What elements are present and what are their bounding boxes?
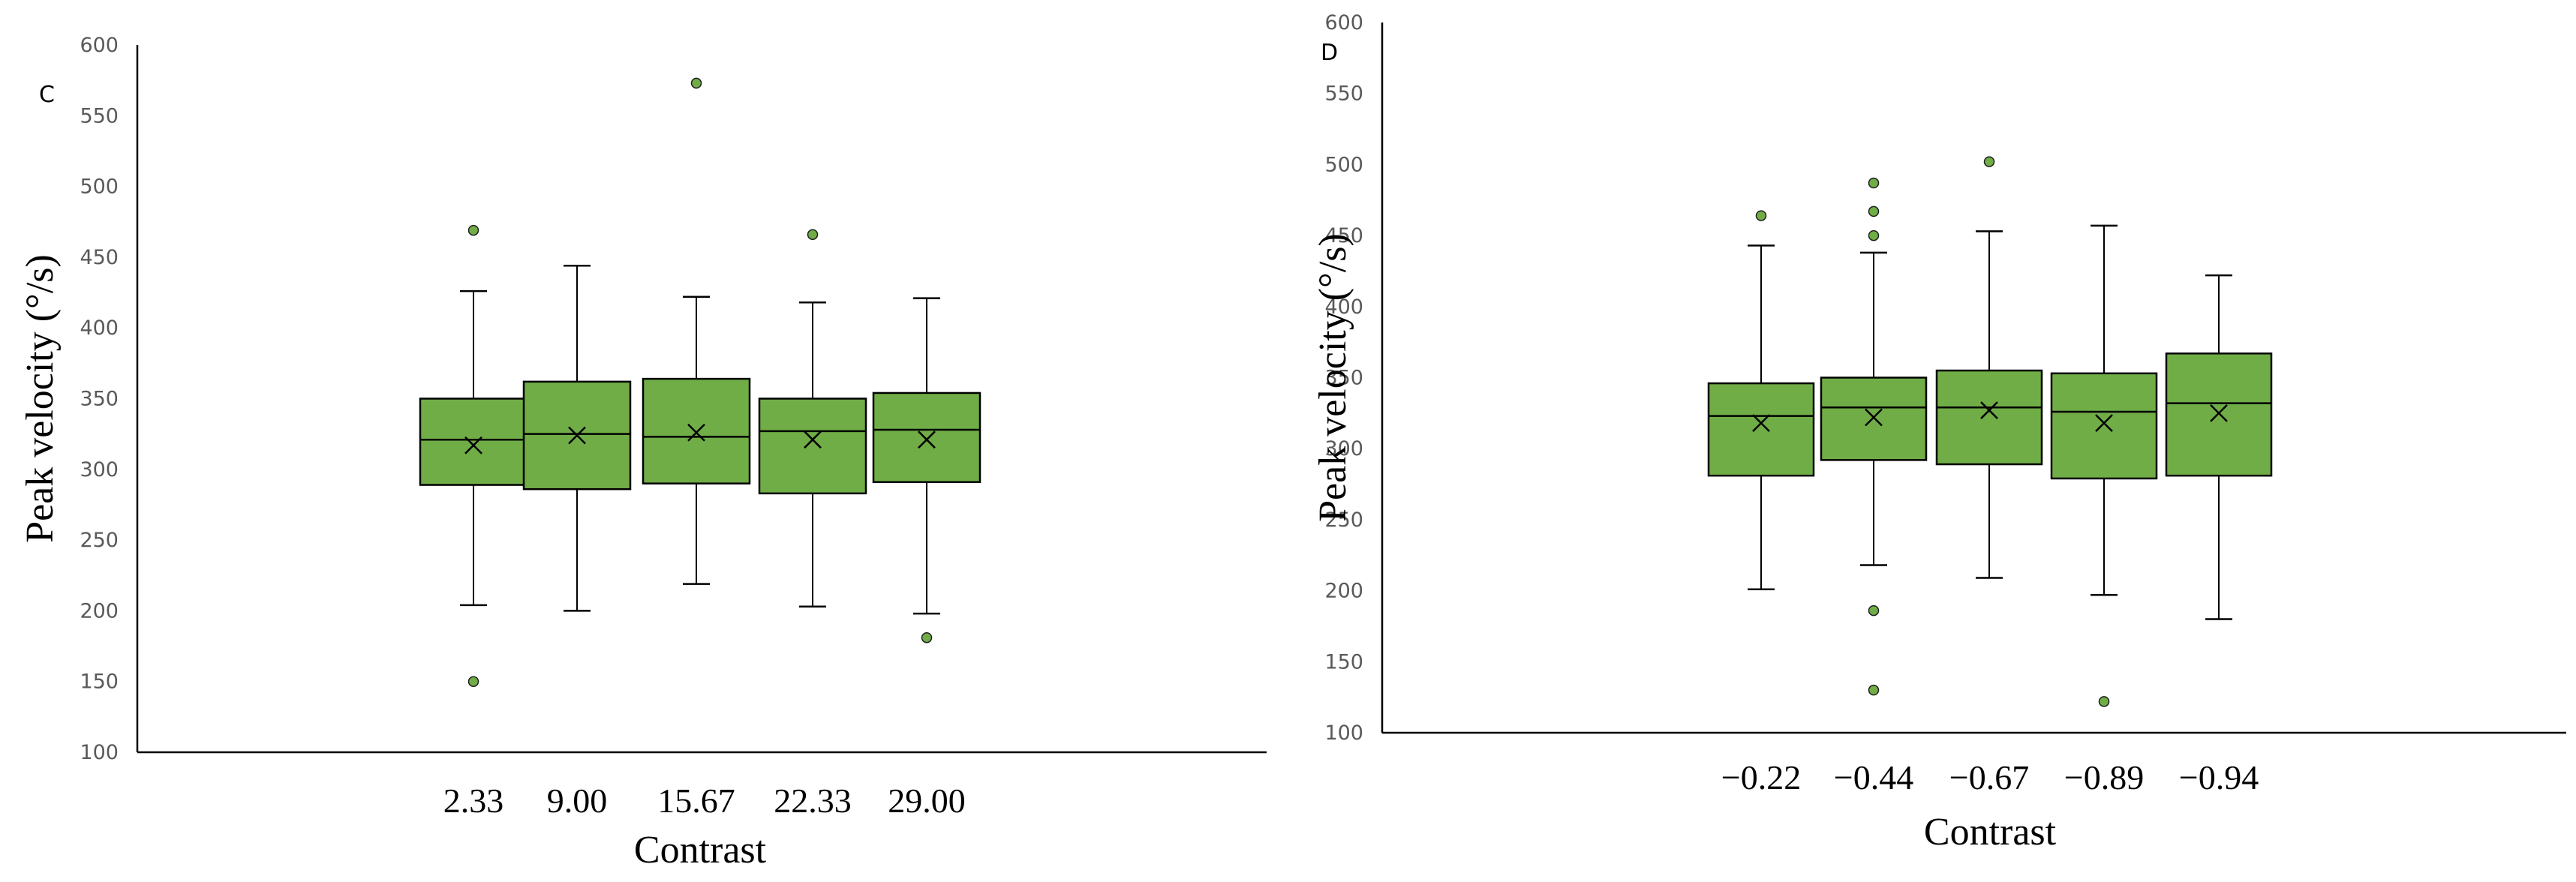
- outlier-point: [921, 632, 933, 644]
- chart-1-y-tick-label: 500: [80, 176, 119, 199]
- chart-1-y-tick-label: 400: [80, 316, 119, 340]
- mean-marker-stroke: [1752, 414, 1770, 432]
- chart-2-y-tick-label: 200: [1324, 580, 1363, 603]
- outlier-point: [467, 676, 479, 687]
- mean-marker-stroke: [464, 436, 482, 454]
- mean-marker: [1980, 401, 1998, 419]
- mean-marker: [464, 436, 482, 454]
- chart-1-y-tick-label: 600: [80, 34, 119, 57]
- outlier-point: [2098, 696, 2110, 707]
- chart-1-box-1: [419, 224, 528, 687]
- chart-2: 100 150 200 250 300 350 400 450 500 550 600 D Peak v…: [1312, 11, 2566, 854]
- iqr-box: [758, 398, 867, 495]
- chart-2-panel-label: D: [1321, 40, 1338, 66]
- mean-marker: [2095, 414, 2113, 432]
- outlier-point: [690, 77, 702, 89]
- outlier-point: [1983, 156, 1995, 167]
- outlier-point: [1868, 684, 1880, 696]
- mean-marker-stroke: [568, 426, 586, 445]
- outlier-point: [1868, 230, 1880, 242]
- chart-1-y-tick-label: 200: [80, 599, 119, 622]
- mean-marker-stroke: [2210, 404, 2228, 422]
- chart-2-x-tick-label: −0.94: [2179, 758, 2259, 796]
- iqr-box: [1935, 369, 2043, 466]
- chart-2-y-tick-label: 250: [1324, 508, 1363, 532]
- mean-marker-stroke: [1865, 408, 1883, 427]
- chart-2-x-tick-label: −0.22: [1721, 758, 1801, 796]
- mean-marker-stroke: [2095, 414, 2113, 432]
- mean-marker: [1865, 408, 1883, 427]
- outlier-point: [1868, 604, 1880, 616]
- chart-1-y-tick-label: 250: [80, 529, 119, 552]
- outlier-point: [1868, 177, 1880, 189]
- chart-1-y-tick-label: 550: [80, 104, 119, 128]
- mean-marker: [687, 423, 705, 442]
- chart-2-y-tick-label: 350: [1324, 367, 1363, 390]
- chart-2-x-axis-title: Contrast: [1924, 811, 2057, 854]
- iqr-box: [872, 392, 981, 484]
- chart-1-y-tick-label: 150: [80, 670, 119, 694]
- chart-1-box-3: [642, 77, 751, 585]
- mean-marker: [804, 430, 822, 449]
- mean-marker-stroke: [687, 423, 705, 442]
- chart-1-box-4: [758, 229, 867, 608]
- chart-1-y-tick-label: 100: [80, 741, 119, 764]
- chart-1-y-tick-label: 450: [80, 246, 119, 269]
- chart-1-y-tick-label: 300: [80, 458, 119, 482]
- chart-2-box-3: [1935, 156, 2043, 579]
- chart-2-x-tick-label: −0.67: [1949, 758, 2029, 796]
- mean-marker: [2210, 404, 2228, 422]
- iqr-box: [1820, 376, 1928, 461]
- chart-2-box-4: [2050, 224, 2158, 707]
- chart-1-y-axis-title: Peak velocity (°/s): [19, 254, 62, 543]
- chart-1-x-tick-label: 2.33: [443, 782, 504, 820]
- chart-1-y-tick-label: 350: [80, 388, 119, 411]
- chart-1-x-tick-label: 29.00: [888, 782, 966, 820]
- mean-marker-stroke: [918, 430, 936, 449]
- chart-2-y-axis-title: Peak velocity (°/s): [1312, 233, 1354, 522]
- chart-2-y-tick-label: 600: [1324, 11, 1363, 34]
- chart-2-box-5: [2165, 274, 2273, 620]
- chart-1-x-axis-title: Contrast: [634, 829, 767, 872]
- chart-2-x-tick-label: −0.89: [2064, 758, 2144, 796]
- chart-1: 100 150 200 250 300 350 400 450 500 550 600 C Peak v…: [19, 34, 1267, 872]
- iqr-box: [2165, 352, 2273, 477]
- outlier-point: [807, 229, 819, 240]
- chart-1-x-tick-label: 15.67: [657, 782, 735, 820]
- chart-1-box-2: [522, 264, 632, 612]
- chart-1-panel-label: C: [39, 82, 55, 108]
- chart-2-y-tick-label: 450: [1324, 224, 1363, 248]
- iqr-box: [419, 398, 528, 486]
- mean-marker-stroke: [804, 430, 822, 449]
- chart-2-y-tick-label: 150: [1324, 650, 1363, 674]
- chart-2-y-tick-label: 550: [1324, 82, 1363, 106]
- iqr-box: [1707, 382, 1815, 477]
- iqr-box: [642, 377, 751, 484]
- chart-2-x-tick-label: −0.44: [1834, 758, 1913, 796]
- chart-1-x-tick-label: 9.00: [547, 782, 608, 820]
- mean-marker: [918, 430, 936, 449]
- outlier-point: [1868, 206, 1880, 218]
- chart-1-x-tick-label: 22.33: [774, 782, 852, 820]
- chart-2-y-tick-label: 300: [1324, 437, 1363, 460]
- mean-marker: [1752, 414, 1770, 432]
- chart-1-box-5: [872, 297, 981, 644]
- mean-marker: [568, 426, 586, 445]
- chart-2-y-tick-label: 500: [1324, 153, 1363, 176]
- chart-2-y-tick-label: 100: [1324, 722, 1363, 745]
- chart-2-box-2: [1820, 177, 1928, 696]
- outlier-point: [1755, 210, 1767, 221]
- outlier-point: [467, 224, 479, 236]
- chart-2-y-tick-label: 400: [1324, 296, 1363, 319]
- iqr-box: [2050, 372, 2158, 480]
- chart-2-box-1: [1707, 210, 1815, 590]
- mean-marker-stroke: [1980, 401, 1998, 419]
